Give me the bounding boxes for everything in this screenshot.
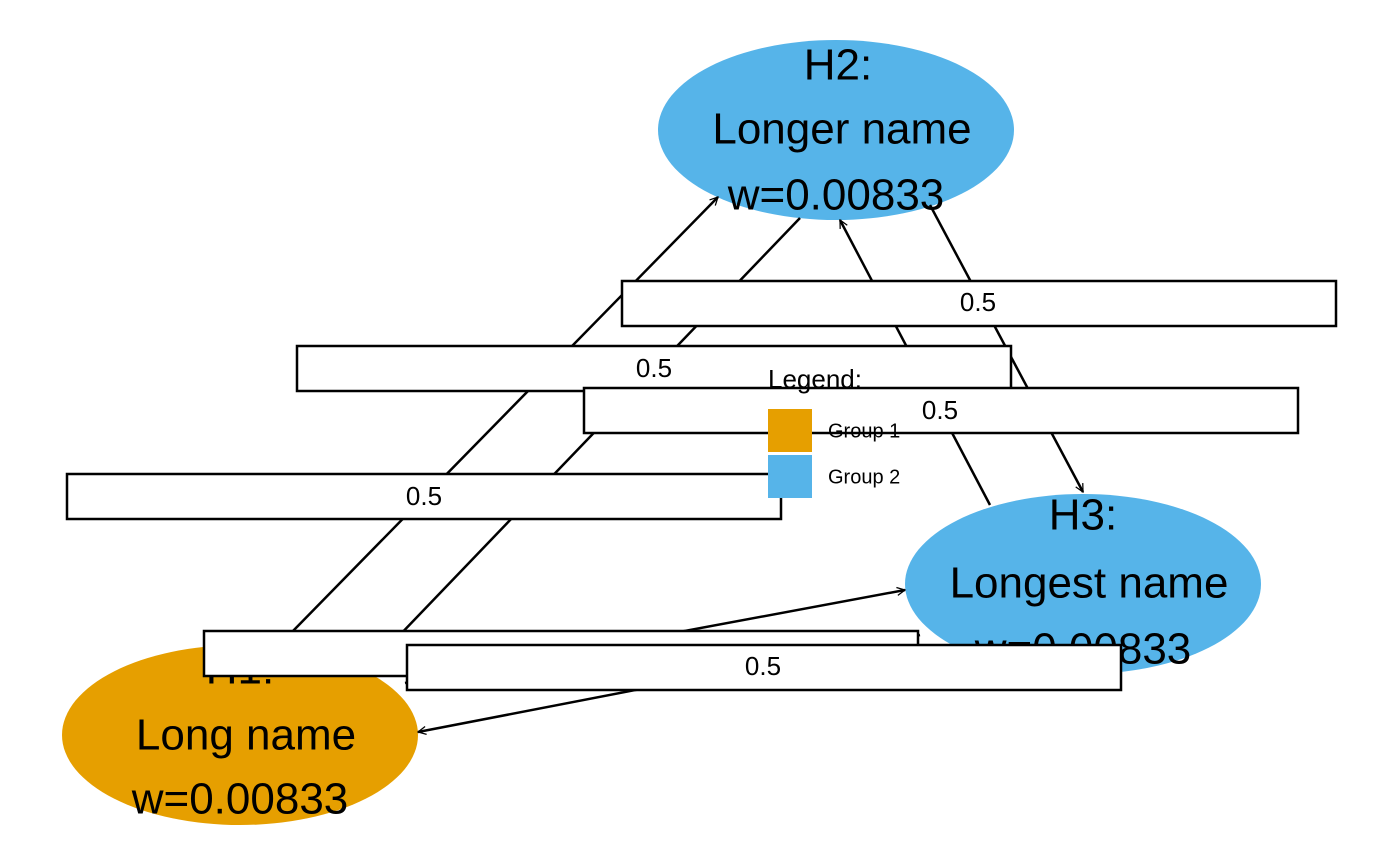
node-name: Long name: [136, 711, 356, 760]
legend-label: Group 2: [828, 466, 900, 488]
edge-label-box: [405, 643, 1123, 692]
node-name: Longest name: [950, 559, 1229, 608]
edge-label: 0.5: [922, 395, 958, 425]
edge-label-box: [582, 386, 1300, 435]
legend: Legend: Group 1 Group 2: [768, 364, 900, 498]
node-weight: w=0.00833: [727, 171, 945, 220]
edge-label: 0.5: [745, 651, 781, 681]
node-shape: [905, 494, 1261, 674]
legend-swatch: [768, 455, 812, 498]
node-shape: [658, 40, 1014, 220]
node-weight: w=0.00833: [131, 775, 349, 824]
edge: [291, 197, 718, 633]
legend-title: Legend:: [768, 364, 862, 394]
node-title: H3:: [1049, 491, 1117, 540]
node-title: H2:: [804, 41, 872, 90]
edge-label-box: [620, 279, 1338, 328]
edge-label: 0.5: [960, 287, 996, 317]
edge-label: 0.5: [636, 353, 672, 383]
node-name: Longer name: [712, 105, 971, 154]
node: H2: Longer name w=0.00833: [658, 40, 1014, 220]
node-shape: [62, 645, 418, 825]
legend-swatch: [768, 409, 812, 452]
edge-label: 0.5: [406, 481, 442, 511]
node: H1: Long name w=0.00833: [62, 645, 418, 825]
edge-label-box: [295, 344, 1013, 393]
legend-label: Group 1: [828, 420, 900, 442]
